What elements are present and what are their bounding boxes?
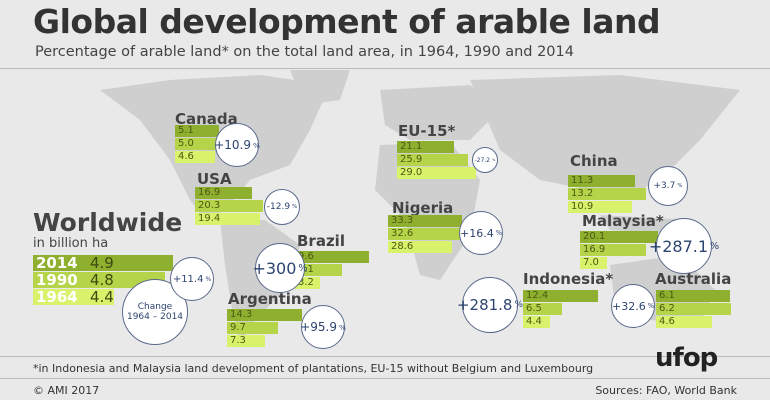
- bar-2014: 6.1: [656, 290, 730, 302]
- change-circle: -27.2%: [472, 147, 498, 173]
- bar-1990: 9.7: [227, 322, 278, 334]
- percent-sign: %: [514, 300, 524, 310]
- change-value: -27.2: [474, 156, 491, 164]
- bar-1964: 28.6: [388, 241, 452, 253]
- change-circle: +32.6%: [611, 284, 655, 328]
- worldwide-title: Worldwide: [33, 208, 183, 237]
- divider: [0, 378, 770, 379]
- worldwide-bar-1964: 1964 4.4: [33, 289, 114, 305]
- change-circle: +3.7%: [648, 166, 688, 206]
- bar-1990: 25.9: [397, 154, 468, 166]
- bar-2014: 33.3: [388, 215, 462, 227]
- asia-shape: [470, 75, 740, 200]
- percent-sign: %: [252, 140, 260, 150]
- change-circle: -12.9%: [264, 189, 300, 225]
- change-value: +3.7: [653, 181, 676, 191]
- worldwide-year: 1990: [36, 271, 78, 289]
- bar-2014: 11.3: [568, 175, 635, 187]
- bar-1990: 20.3: [195, 200, 263, 212]
- bar-2014: 16.9: [195, 187, 252, 199]
- percent-sign: %: [677, 183, 683, 189]
- bar-1990: 32.6: [388, 228, 461, 240]
- country-label: Indonesia*: [523, 270, 614, 288]
- bar-1990: 6.2: [656, 303, 731, 315]
- bar-1964: 10.9: [568, 201, 633, 213]
- percent-sign: %: [492, 158, 496, 162]
- bar-1964: 7.3: [227, 335, 266, 347]
- bar-1990: 16.9: [580, 244, 646, 256]
- europe-shape: [380, 85, 500, 140]
- worldwide-year: 1964: [36, 288, 78, 306]
- worldwide-value: 4.8: [90, 271, 114, 289]
- change-circle: +95.9%: [300, 305, 346, 349]
- change-legend-circle: Change 1964 – 2014: [122, 279, 188, 345]
- country-label: Brazil: [297, 232, 345, 250]
- bar-2014: 9.6: [295, 251, 369, 263]
- copyright: © AMI 2017: [33, 384, 100, 397]
- change-value: +300: [252, 258, 297, 278]
- change-value: -12.9: [266, 202, 291, 212]
- bar-1964: 4.6: [656, 316, 712, 328]
- chart-subtitle: Percentage of arable land* on the total …: [35, 44, 574, 60]
- country-label: EU-15*: [398, 122, 456, 140]
- worldwide-change: +11.4: [172, 273, 204, 285]
- bar-2014: 5.1: [175, 125, 219, 137]
- bar-1964: 19.4: [195, 213, 260, 225]
- change-label: Change: [137, 302, 173, 312]
- change-circle: +300%: [252, 243, 308, 293]
- change-value: +32.6: [612, 299, 646, 313]
- bar-1964: 7.0: [580, 257, 608, 269]
- bar-1964: 4.4: [523, 316, 550, 328]
- country-label: USA: [197, 170, 232, 188]
- sources: Sources: FAO, World Bank: [595, 384, 737, 397]
- change-circle: +287.1%: [649, 218, 719, 274]
- percent-sign: %: [710, 240, 720, 252]
- percent-sign: %: [338, 322, 346, 332]
- chart-title: Global development of arable land: [33, 2, 661, 41]
- divider: [0, 356, 770, 357]
- change-value: +95.9: [300, 320, 337, 334]
- bar-1964: 4.6: [175, 151, 215, 163]
- change-value: +287.1: [648, 236, 709, 256]
- country-label: Nigeria: [392, 199, 454, 217]
- ufop-logo: ufop: [655, 343, 718, 373]
- footnote: *in Indonesia and Malaysia land developm…: [33, 362, 594, 375]
- change-circle: +16.4%: [459, 211, 503, 255]
- percent-sign: %: [292, 204, 298, 210]
- worldwide-bar-2014: 2014 4.9: [33, 255, 173, 271]
- worldwide-change-circle: +11.4%: [170, 257, 214, 301]
- bar-1990: 13.2: [568, 188, 646, 200]
- worldwide-unit: in billion ha: [33, 236, 109, 251]
- change-circle: +281.8%: [457, 277, 523, 333]
- change-value: +16.4: [460, 226, 494, 240]
- country-label: Canada: [175, 110, 238, 128]
- percent-sign: %: [647, 302, 654, 310]
- change-value: +281.8: [456, 296, 513, 314]
- bar-2014: 14.3: [227, 309, 302, 321]
- change-circle: +10.9%: [214, 123, 260, 167]
- bar-2014: 20.1: [580, 231, 658, 243]
- bar-2014: 21.1: [397, 141, 455, 153]
- bar-1990: 5.0: [175, 138, 219, 150]
- percent-sign: %: [495, 229, 502, 237]
- bar-1964: 29.0: [397, 167, 476, 179]
- bar-2014: 12.4: [523, 290, 598, 302]
- change-period: 1964 – 2014: [126, 312, 184, 322]
- bar-1990: 6.1: [295, 264, 343, 276]
- worldwide-value: 4.9: [90, 254, 114, 272]
- country-label: Malaysia*: [582, 212, 664, 230]
- worldwide-year: 2014: [36, 254, 78, 272]
- country-label: Australia: [655, 270, 732, 288]
- worldwide-bar-1990: 1990 4.8: [33, 272, 165, 288]
- worldwide-value: 4.4: [90, 288, 114, 306]
- country-label: Argentina: [228, 290, 312, 308]
- greenland-shape: [290, 70, 350, 105]
- country-label: China: [570, 152, 618, 170]
- divider: [0, 68, 770, 69]
- bar-1990: 6.5: [523, 303, 563, 315]
- percent-sign: %: [298, 262, 308, 274]
- change-value: +10.9: [214, 138, 251, 152]
